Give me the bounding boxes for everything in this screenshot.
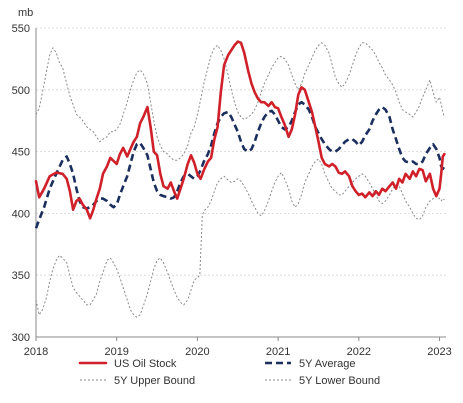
series-line-us-oil-stock bbox=[34, 40, 446, 220]
x-tick-labels: 2018 2019 2020 2021 2022 2023 bbox=[24, 346, 452, 358]
axes bbox=[35, 28, 446, 341]
y-tick-label: 350 bbox=[12, 270, 30, 282]
x-tick-label: 2019 bbox=[104, 346, 128, 358]
legend-label: US Oil Stock bbox=[114, 358, 177, 370]
y-tick-label: 500 bbox=[12, 85, 30, 97]
series-line-5y-average bbox=[34, 100, 446, 229]
series-lines bbox=[34, 40, 446, 318]
legend-label: 5Y Average bbox=[299, 358, 355, 370]
y-tick-label: 400 bbox=[12, 208, 30, 220]
y-tick-label: 300 bbox=[12, 332, 30, 344]
legend: US Oil Stock 5Y Average 5Y Upper Bound 5Y L… bbox=[78, 358, 380, 387]
x-tick-label: 2021 bbox=[266, 346, 290, 358]
series-line-5y-lower-bound bbox=[35, 158, 445, 318]
y-tick-label: 550 bbox=[12, 23, 30, 35]
gridlines bbox=[36, 27, 446, 276]
legend-label: 5Y Lower Bound bbox=[299, 375, 380, 387]
x-tick-label: 2023 bbox=[427, 346, 451, 358]
x-tick-label: 2022 bbox=[347, 346, 371, 358]
legend-label: 5Y Upper Bound bbox=[114, 375, 195, 387]
y-unit-label: mb bbox=[18, 7, 33, 19]
series-line-5y-upper-bound bbox=[35, 42, 445, 161]
y-tick-labels: 300 350 400 450 500 550 bbox=[12, 23, 30, 344]
y-tick-label: 450 bbox=[12, 147, 30, 159]
x-tick-label: 2018 bbox=[24, 346, 48, 358]
x-tick-label: 2020 bbox=[185, 346, 209, 358]
